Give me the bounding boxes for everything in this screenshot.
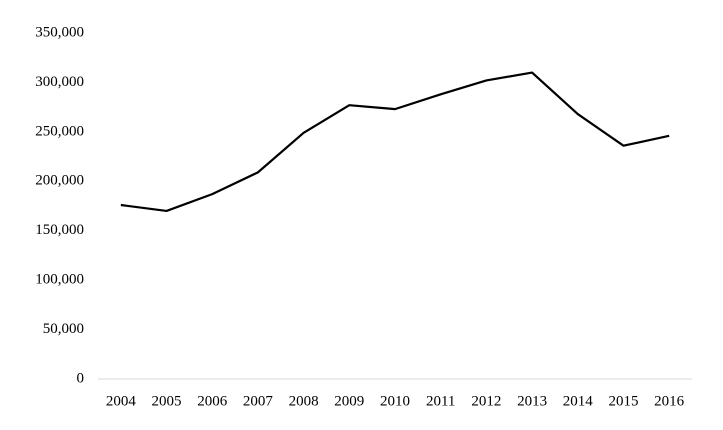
x-tick-label: 2015 — [608, 393, 638, 409]
x-tick-label: 2004 — [106, 393, 137, 409]
x-tick-label: 2006 — [197, 393, 228, 409]
x-tick-label: 2012 — [471, 393, 501, 409]
x-tick-label: 2010 — [380, 393, 410, 409]
y-tick-label: 50,000 — [43, 321, 84, 337]
y-tick-label: 0 — [77, 370, 85, 386]
y-tick-label: 300,000 — [35, 74, 84, 90]
x-tick-label: 2008 — [289, 393, 319, 409]
x-tick-label: 2009 — [334, 393, 364, 409]
x-tick-label: 2005 — [152, 393, 182, 409]
x-tick-label: 2011 — [426, 393, 455, 409]
x-tick-label: 2013 — [517, 393, 547, 409]
line-series — [120, 71, 670, 213]
x-tick-label: 2016 — [654, 393, 685, 409]
y-tick-label: 350,000 — [35, 24, 84, 40]
y-tick-label: 150,000 — [35, 222, 84, 238]
y-tick-label: 250,000 — [35, 123, 84, 139]
y-tick-label: 200,000 — [35, 173, 84, 189]
y-tick-label: 100,000 — [35, 272, 84, 288]
x-tick-label: 2014 — [563, 393, 594, 409]
x-tick-label: 2007 — [243, 393, 274, 409]
